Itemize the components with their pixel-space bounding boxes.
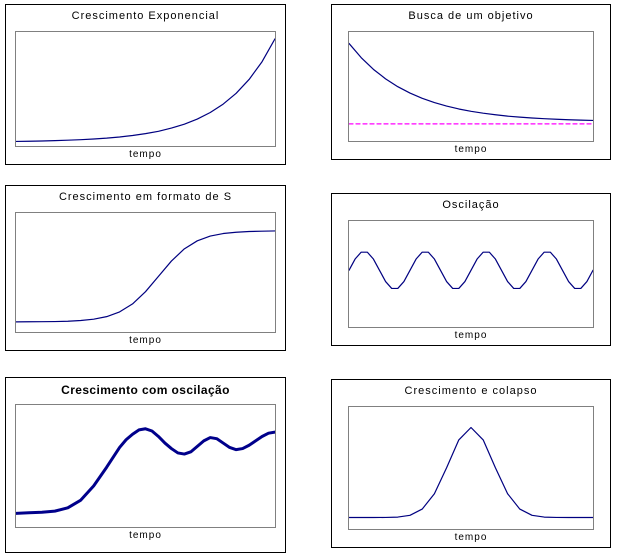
x-axis-label: tempo (129, 149, 162, 160)
x-axis-label: tempo (454, 144, 488, 155)
series-line-crescimento-s (16, 231, 275, 322)
x-axis-label: tempo (129, 530, 162, 541)
chart-title: Crescimento Exponencial (71, 10, 220, 22)
series-line-crescimento-exponencial (16, 39, 275, 142)
chart-title: Crescimento em formato de S (58, 191, 233, 203)
chart-title: Oscilação (442, 199, 500, 211)
x-axis-label: tempo (454, 330, 488, 341)
series-line-crescimento-com-oscilacao (16, 429, 275, 514)
series-line-busca-objetivo (349, 43, 593, 120)
line-chart-svg (16, 213, 275, 332)
chart-title: Crescimento e colapso (404, 385, 538, 397)
line-chart-svg (349, 221, 593, 327)
plot-area (348, 31, 594, 142)
line-chart-svg (16, 32, 275, 146)
chart-panel-exponential-growth: Crescimento Exponencial tempo (5, 4, 286, 165)
series-line-oscilacao (349, 252, 593, 288)
line-chart-svg (349, 32, 593, 141)
chart-panel-oscillation: Oscilação tempo (331, 193, 611, 346)
line-chart-svg (16, 405, 275, 527)
chart-panel-growth-and-collapse: Crescimento e colapso tempo (331, 379, 611, 548)
x-axis-label: tempo (454, 532, 488, 543)
chart-panel-growth-with-oscillation: Crescimento com oscilação tempo (5, 377, 286, 553)
x-axis-label: tempo (129, 335, 162, 346)
plot-area (348, 220, 594, 328)
chart-title: Busca de um objetivo (408, 10, 534, 22)
plot-area (15, 31, 276, 147)
chart-panel-goal-seeking: Busca de um objetivo tempo (331, 4, 611, 160)
chart-title: Crescimento com oscilação (61, 383, 230, 397)
line-chart-svg (349, 407, 593, 529)
plot-area (15, 212, 276, 333)
chart-panel-s-shaped-growth: Crescimento em formato de S tempo (5, 185, 286, 351)
plot-area (348, 406, 594, 530)
plot-area (15, 404, 276, 528)
series-line-crescimento-e-colapso (349, 427, 593, 517)
